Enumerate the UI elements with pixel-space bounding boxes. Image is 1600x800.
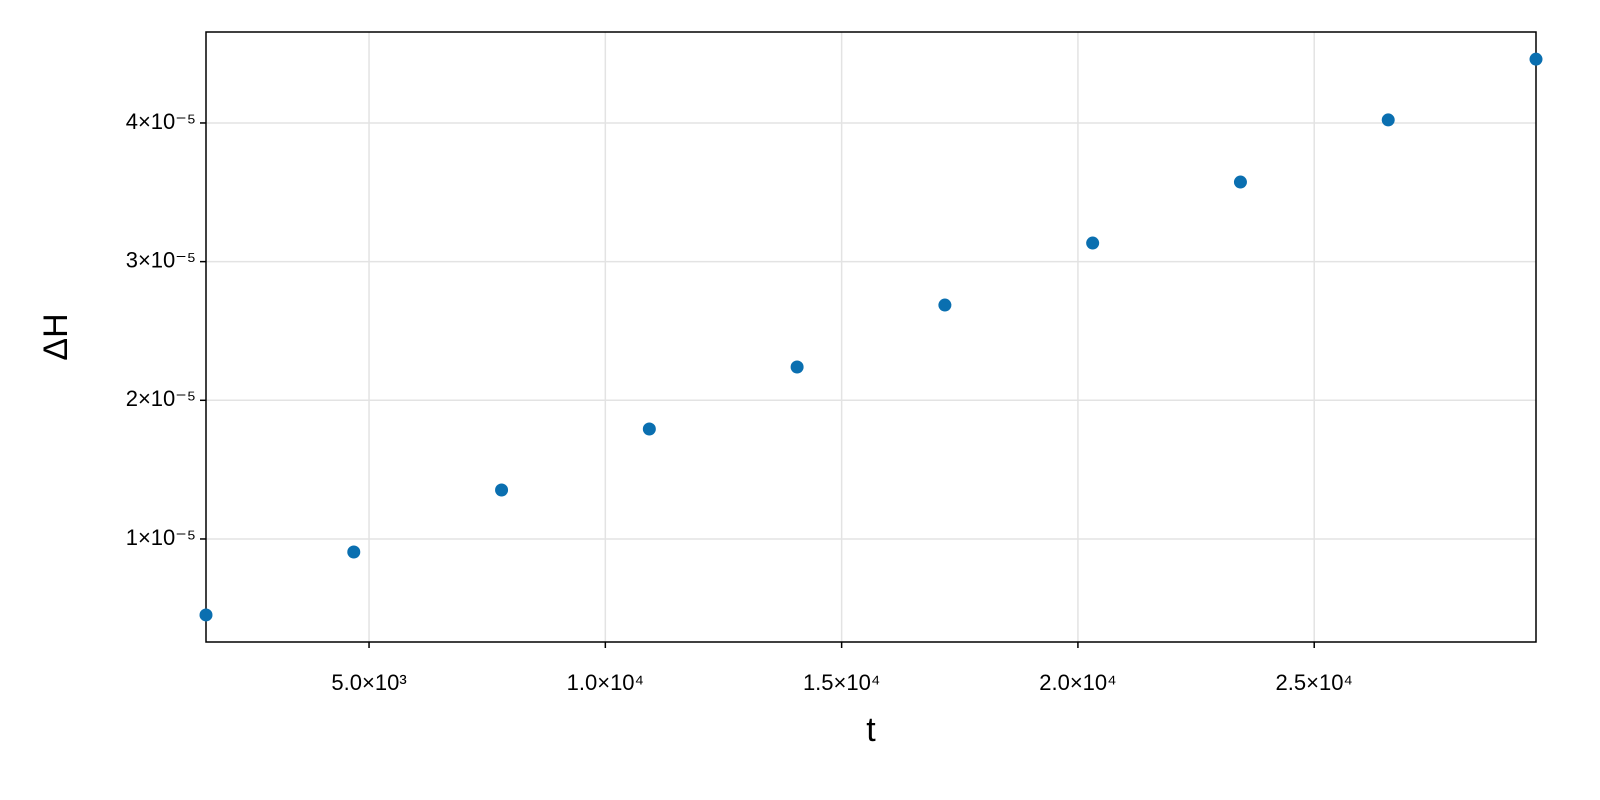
y-axis-label: ΔH (37, 313, 75, 360)
point (495, 483, 509, 497)
plot-frame (205, 31, 1537, 643)
x-tick-label: 1.5×10⁴ (803, 670, 880, 695)
x-axis-label: t (866, 711, 876, 749)
x-tick-label: 5.0×10³ (331, 670, 406, 695)
point (347, 545, 361, 559)
point (199, 608, 213, 622)
point (1381, 113, 1395, 127)
y-tick-label: 2×10⁻⁵ (126, 386, 196, 411)
x-tick-label: 1.0×10⁴ (567, 670, 644, 695)
point (790, 360, 804, 374)
point (938, 298, 952, 312)
y-tick-label: 1×10⁻⁵ (126, 525, 196, 550)
point (1086, 236, 1100, 250)
x-tick-label: 2.5×10⁴ (1276, 670, 1353, 695)
x-tick-label: 2.0×10⁴ (1039, 670, 1116, 695)
point (1529, 52, 1543, 66)
y-tick-label: 4×10⁻⁵ (126, 109, 196, 134)
point (642, 422, 656, 436)
y-tick-label: 3×10⁻⁵ (126, 247, 196, 272)
point (1233, 175, 1247, 189)
